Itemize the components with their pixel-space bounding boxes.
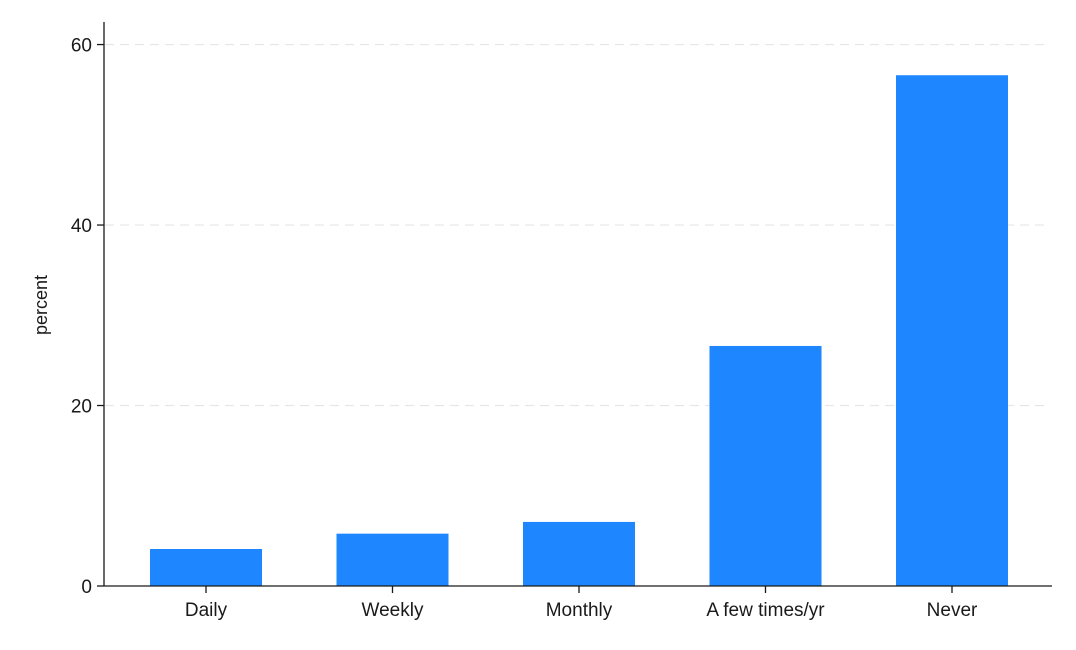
x-tick-label: Weekly <box>362 600 424 621</box>
bar-weekly <box>336 533 449 586</box>
y-tick-label: 0 <box>81 577 92 598</box>
x-ticks: Daily Weekly Monthly A few times/yr Never <box>185 586 978 621</box>
gridlines <box>105 43 1047 407</box>
bars <box>150 75 1008 586</box>
y-ticks: 0 20 40 60 <box>71 36 104 598</box>
bar-daily <box>150 549 262 586</box>
x-tick-label: Monthly <box>546 600 613 621</box>
bar-a-few-times-yr <box>709 345 822 586</box>
bar-never <box>896 75 1008 586</box>
y-axis-title: percent <box>31 275 51 335</box>
x-tick-label: Never <box>927 600 978 621</box>
x-tick-label: Daily <box>185 600 228 621</box>
y-tick-label: 40 <box>71 216 92 237</box>
x-tick-label: A few times/yr <box>706 600 825 621</box>
axes <box>103 22 1052 587</box>
bar-monthly <box>523 521 635 586</box>
y-tick-label: 60 <box>71 36 92 57</box>
y-tick-label: 20 <box>71 397 92 418</box>
